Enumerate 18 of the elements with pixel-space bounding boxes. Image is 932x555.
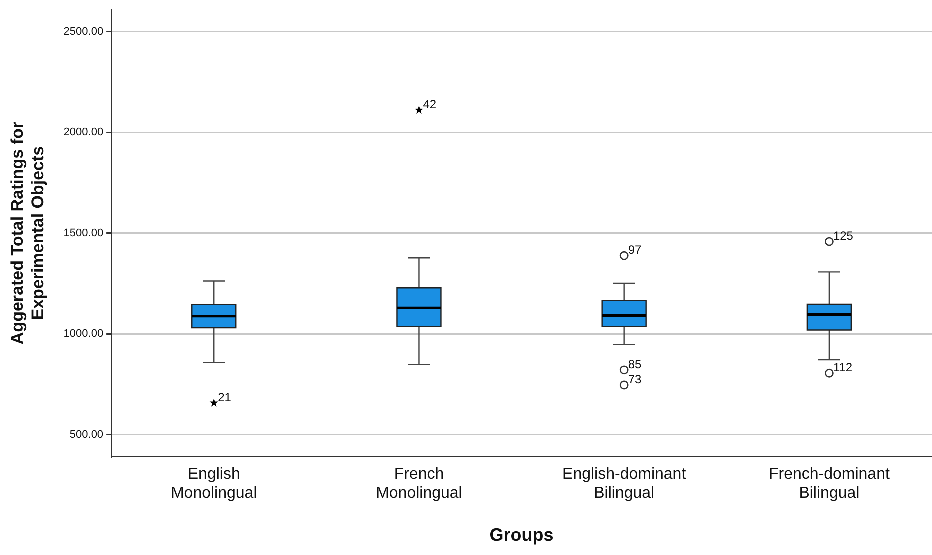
x-tick-label: French Monolingual — [376, 466, 462, 502]
annotation: 97 — [628, 243, 642, 258]
y-tick-label: 2000.00 — [64, 126, 104, 139]
x-axis-title: Groups — [490, 525, 554, 546]
annotation: 21 — [218, 390, 232, 405]
x-tick-label: English-dominant Bilingual — [562, 466, 687, 502]
x-tick-label: French-dominant Bilingual — [768, 466, 890, 502]
y-tick-label: 1000.00 — [64, 328, 104, 340]
y-tick-label: 1500.00 — [64, 227, 104, 240]
annotation: 112 — [833, 360, 853, 375]
annotation: 85 — [628, 357, 642, 372]
y-tick-label: 500.00 — [70, 428, 104, 441]
annotation: 125 — [833, 229, 854, 244]
y-tick-label: 2500.00 — [64, 26, 104, 38]
x-tick-label: English Monolingual — [170, 466, 258, 502]
y-axis-title: Aggerated Total Ratings for Experimental Objects — [8, 122, 48, 345]
annotation: 42 — [423, 98, 437, 112]
annotation: 73 — [628, 372, 642, 387]
